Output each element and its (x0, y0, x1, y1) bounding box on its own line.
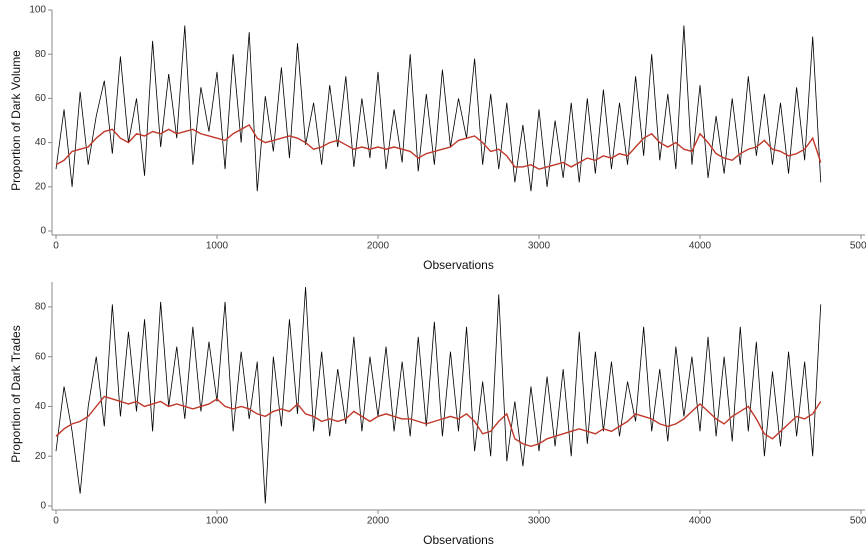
data-line (55, 286, 822, 504)
x-tick-label: 3000 (528, 516, 551, 527)
x-axis-label: Observations (423, 533, 494, 547)
x-tick-label: 2000 (367, 516, 390, 527)
y-tick-label: 20 (35, 451, 47, 462)
x-tick-label: 5000 (850, 516, 866, 527)
x-tick-label: 4000 (689, 516, 712, 527)
y-tick-label: 60 (35, 93, 47, 104)
x-tick-label: 3000 (528, 241, 551, 252)
y-tick-label: 80 (35, 302, 47, 313)
data-line (55, 123, 822, 170)
x-axis-label: Observations (423, 258, 494, 272)
x-tick-label: 0 (53, 516, 59, 527)
y-tick-label: 0 (40, 501, 46, 512)
y-tick-label: 80 (35, 49, 47, 60)
x-tick-label: 4000 (689, 241, 712, 252)
x-tick-label: 2000 (367, 241, 390, 252)
y-tick-label: 20 (35, 181, 47, 192)
y-tick-label: 60 (35, 351, 47, 362)
x-tick-label: 1000 (206, 241, 229, 252)
x-tick-label: 1000 (206, 516, 229, 527)
y-axis-label: Proportion of Dark Trades (9, 325, 23, 462)
data-line (55, 25, 822, 192)
y-tick-label: 0 (40, 226, 46, 237)
y-axis-label: Proportion of Dark Volume (9, 50, 23, 191)
y-tick-label: 100 (29, 5, 46, 16)
x-tick-label: 0 (53, 241, 59, 252)
y-tick-label: 40 (35, 401, 47, 412)
x-tick-label: 5000 (850, 241, 866, 252)
data-line (55, 395, 822, 448)
y-tick-label: 40 (35, 137, 47, 148)
